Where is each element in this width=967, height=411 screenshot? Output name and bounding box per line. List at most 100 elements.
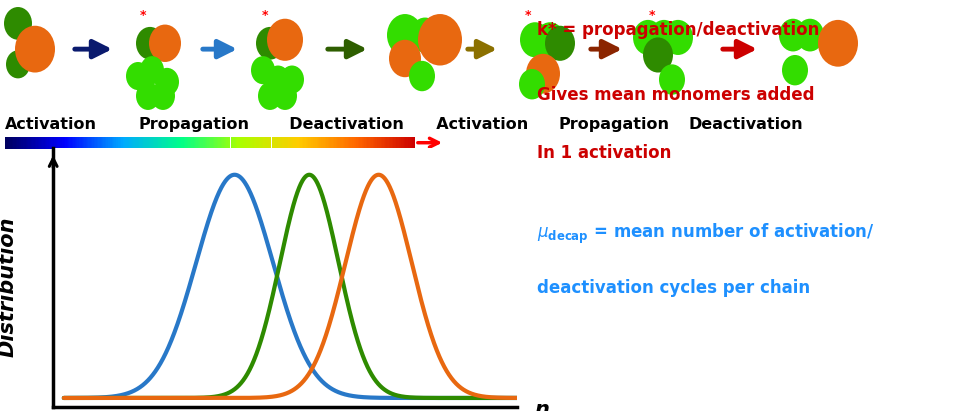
Bar [394,137,395,148]
Bar [249,137,251,148]
Bar [113,137,114,148]
Circle shape [387,14,423,56]
Bar [65,137,67,148]
Bar [94,137,95,148]
Bar [293,137,295,148]
Bar [207,137,209,148]
Bar [137,137,139,148]
Bar [30,137,31,148]
Bar [114,137,116,148]
Bar [183,137,184,148]
Bar [151,137,153,148]
Bar [398,137,400,148]
Bar [32,137,34,148]
Bar [275,137,276,148]
Bar [165,137,166,148]
Bar [180,137,181,148]
Bar [329,137,331,148]
Bar [226,137,228,148]
Bar [51,137,53,148]
Bar [263,137,265,148]
Bar [143,137,144,148]
Bar [386,137,388,148]
Bar [325,137,326,148]
Bar [86,137,87,148]
Bar [388,137,389,148]
Bar [149,137,150,148]
Text: *: * [649,9,656,22]
Circle shape [273,82,297,110]
Bar [76,137,77,148]
Bar [97,137,98,148]
Bar [193,137,195,148]
Bar [272,137,273,148]
Circle shape [266,65,290,94]
Bar [24,137,25,148]
Bar [121,137,123,148]
Bar [288,137,289,148]
Bar [401,137,402,148]
Bar [407,137,408,148]
Circle shape [663,20,693,55]
Bar [34,137,35,148]
Bar [123,137,124,148]
Bar [246,137,247,148]
Circle shape [136,82,160,110]
Bar [282,137,283,148]
Bar [64,137,65,148]
Bar [400,137,401,148]
Bar [139,137,140,148]
Circle shape [796,19,824,51]
Bar [323,137,325,148]
Bar [95,137,97,148]
Bar [286,137,288,148]
Circle shape [140,56,164,84]
Bar [156,137,157,148]
Bar [140,137,142,148]
Bar [312,137,314,148]
Bar [109,137,110,148]
Bar [335,137,336,148]
Bar [88,137,90,148]
Bar [316,137,318,148]
Text: *: * [262,9,268,22]
Circle shape [136,27,164,60]
Bar [8,137,9,148]
Bar [118,137,120,148]
Bar [72,137,73,148]
Bar [20,137,21,148]
Bar [237,137,239,148]
Bar [318,137,319,148]
Bar [270,137,272,148]
Bar [253,137,255,148]
Bar [225,137,226,148]
Bar [35,137,37,148]
Bar [339,137,341,148]
Bar [341,137,342,148]
Bar [361,137,362,148]
Text: Deactivation: Deactivation [688,117,803,132]
Bar [17,137,18,148]
Bar [228,137,229,148]
Circle shape [4,7,32,40]
Text: Propagation: Propagation [138,117,249,132]
Bar [251,137,252,148]
Bar [107,137,109,148]
Bar [285,137,286,148]
Bar [184,137,186,148]
Bar [319,137,321,148]
Bar [190,137,192,148]
Bar [74,137,76,148]
Bar [54,137,55,148]
Text: *: * [140,9,146,22]
Circle shape [545,26,575,61]
Text: Activation: Activation [425,117,528,132]
Bar [132,137,133,148]
Bar [195,137,196,148]
Bar [50,137,51,148]
Bar [345,137,346,148]
Bar [131,137,132,148]
Bar [40,137,41,148]
Bar [402,137,404,148]
Bar [349,137,351,148]
